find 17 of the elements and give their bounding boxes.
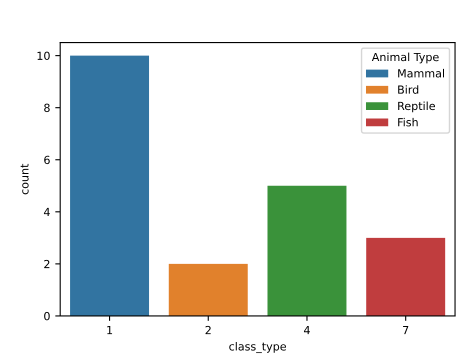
y-tick-label: 0 [44,312,50,320]
legend-label: Bird [398,85,418,94]
x-axis-title: class_type [229,342,286,354]
legend-title: Animal Type [372,52,439,64]
x-tick-label: 2 [206,326,211,334]
y-tick-label: 10 [38,52,50,60]
y-axis-title: count [20,164,29,194]
y-tick-label: 2 [44,260,50,268]
y-tick-label: 4 [44,208,50,216]
x-tick-label: 7 [403,326,408,334]
legend-label: Fish [398,118,418,126]
x-tick-label: 4 [304,326,310,334]
y-tick-label: 8 [44,104,50,112]
legend-label: Mammal [398,68,444,78]
x-tick-label: 1 [107,326,112,334]
y-tick-label: 6 [44,156,50,164]
legend-label: Reptile [398,102,435,112]
